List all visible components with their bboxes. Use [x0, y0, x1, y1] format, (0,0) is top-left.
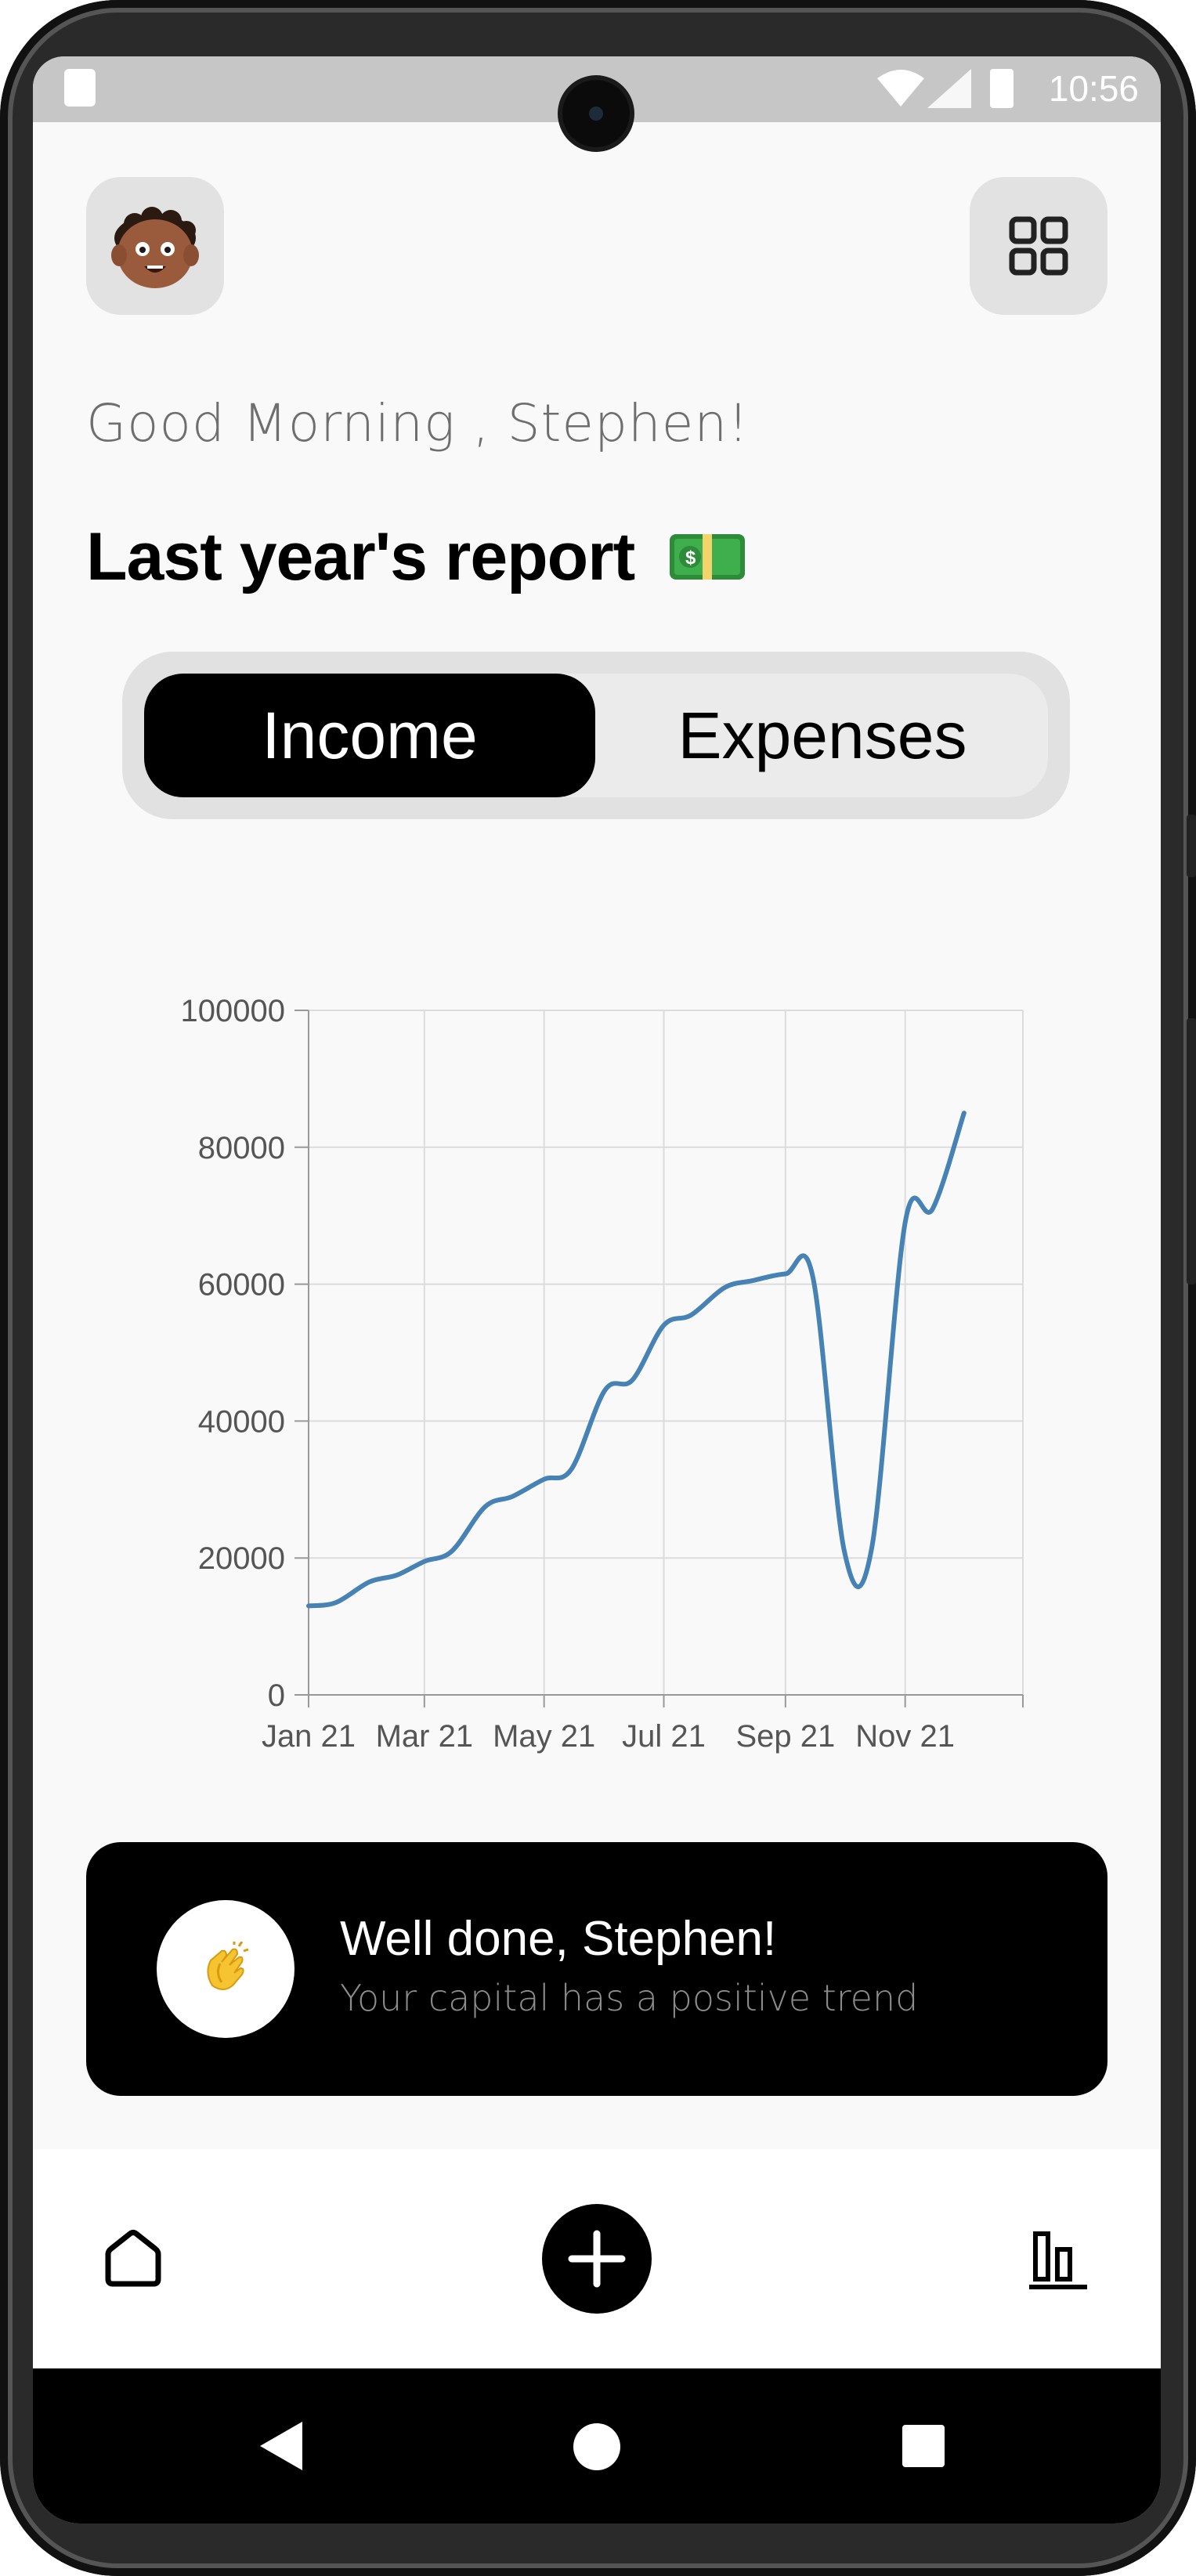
grid-icon: [1009, 216, 1068, 276]
y-tick-label: 40000: [198, 1404, 285, 1439]
avatar-button[interactable]: [86, 177, 224, 315]
income-chart: 0 20000 40000 60000 80000 100000 Jan 21 Mar 21 M…: [33, 973, 1161, 1779]
bottom-navigation: [33, 2149, 1161, 2368]
income-expenses-toggle: Income Expenses: [122, 652, 1070, 819]
clock: 10:56: [1048, 68, 1139, 109]
stats-icon[interactable]: [1028, 2224, 1090, 2292]
card-subtitle: Your capital has a positive trend: [340, 1977, 919, 2019]
card-icon-badge: [157, 1900, 294, 2038]
clapping-hands-icon: [207, 1942, 249, 1990]
greeting-text: Good Morning , Stephen!: [86, 393, 750, 453]
front-camera: [562, 80, 630, 147]
menu-button[interactable]: [970, 177, 1107, 315]
system-navigation-bar: [33, 2368, 1161, 2524]
x-tick-label: Jan 21: [262, 1719, 356, 1754]
back-icon[interactable]: [260, 2420, 307, 2472]
recents-icon[interactable]: [902, 2425, 945, 2467]
screen: 10:56: [33, 56, 1161, 2524]
page-title: Last year's report $: [86, 518, 746, 596]
report-title-text: Last year's report: [86, 519, 635, 594]
tab-expenses[interactable]: Expenses: [677, 698, 967, 772]
wifi-icon: [877, 70, 924, 107]
x-tick-label: Jul 21: [622, 1719, 706, 1754]
tab-income[interactable]: Income: [144, 674, 595, 797]
battery-icon: [990, 69, 1014, 108]
income-series-line: [306, 1111, 967, 1609]
x-tick-label: Nov 21: [855, 1719, 955, 1754]
card-title: Well done, Stephen!: [340, 1912, 777, 1966]
avatar-memoji-icon: [111, 207, 199, 288]
home-icon[interactable]: [102, 2227, 164, 2290]
y-tick-label: 60000: [198, 1268, 285, 1302]
volume-button: [1187, 1018, 1196, 1284]
add-icon: [568, 2230, 626, 2288]
add-button[interactable]: [542, 2204, 652, 2314]
svg-text:$: $: [685, 547, 696, 569]
y-tick-label: 100000: [181, 994, 285, 1028]
y-tick-label: 0: [268, 1678, 285, 1713]
line-chart-svg: 0 20000 40000 60000 80000 100000 Jan 21 Mar 21 M…: [181, 994, 1024, 1754]
signal-icon: [927, 69, 971, 108]
x-tick-label: Mar 21: [376, 1719, 474, 1754]
system-home-icon[interactable]: [573, 2423, 620, 2470]
side-button: [1187, 815, 1196, 877]
positive-trend-card: Well done, Stephen! Your capital has a p…: [86, 1842, 1107, 2096]
sim-card-icon: [64, 69, 96, 107]
x-tick-label: Sep 21: [735, 1719, 835, 1754]
segment-track: Income Expenses: [144, 674, 1048, 797]
y-tick-label: 80000: [198, 1131, 285, 1165]
x-tick-label: May 21: [493, 1719, 595, 1754]
y-tick-label: 20000: [198, 1541, 285, 1576]
money-banknote-icon: $: [670, 534, 746, 580]
